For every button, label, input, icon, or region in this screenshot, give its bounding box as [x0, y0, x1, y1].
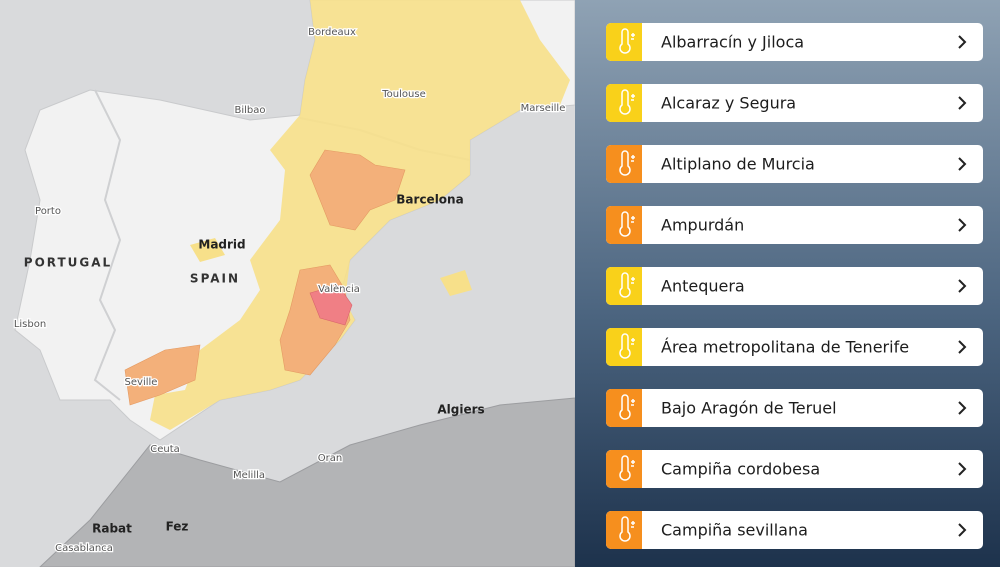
map-label: Algiers: [437, 403, 484, 417]
chevron: [958, 279, 967, 293]
alert-name: Ampurdán: [661, 216, 744, 235]
level-icon: [606, 389, 642, 427]
level-icon: [606, 145, 642, 183]
thermometer-icon: [619, 150, 635, 176]
item-card[interactable]: [606, 23, 983, 61]
item-card[interactable]: [606, 511, 983, 549]
thermometer-icon: [619, 516, 635, 542]
chevron: [958, 462, 967, 476]
level-icon: [606, 450, 642, 488]
alert-item[interactable]: Alcaraz y Segura: [606, 84, 983, 122]
alert-item[interactable]: Área metropolitana de Tenerife: [606, 328, 983, 366]
alert-name: Bajo Aragón de Teruel: [661, 399, 837, 418]
alert-name: Área metropolitana de Tenerife: [661, 338, 909, 357]
map-label: Melilla: [233, 470, 265, 481]
thermometer-icon: [619, 272, 635, 298]
thermometer-icon: [619, 455, 635, 481]
alert-area-red: [309, 284, 353, 326]
thermometer-icon: [619, 394, 635, 420]
map-label: València: [318, 283, 360, 295]
thermometer-icon: [619, 28, 635, 54]
alert-area-yellow: [440, 270, 472, 296]
level-icon: [606, 23, 642, 61]
thermometer-icon: [619, 333, 635, 359]
chevron: [958, 96, 967, 110]
item-card[interactable]: [606, 267, 983, 305]
alert-name: Campiña sevillana: [661, 521, 808, 540]
map[interactable]: Bordeaux Toulouse Marseille Bilbao Barcelona…: [0, 0, 575, 567]
map-label: Madrid: [198, 238, 245, 252]
map-label: Porto: [35, 206, 61, 217]
alert-item[interactable]: Albarracín y Jiloca: [606, 23, 983, 61]
alert-area-yellow: [190, 238, 225, 262]
item-card[interactable]: [606, 206, 983, 244]
item-card[interactable]: [606, 450, 983, 488]
map-label: Ceuta: [150, 444, 180, 455]
map-label: Rabat: [92, 522, 132, 536]
alert-item[interactable]: Campiña cordobesa: [606, 450, 983, 488]
alert-item[interactable]: Altiplano de Murcia: [606, 145, 983, 183]
map-label: Seville: [125, 377, 158, 388]
map-label: Bordeaux: [308, 27, 356, 38]
thermometer-icon: [619, 89, 635, 115]
alert-name: Alcaraz y Segura: [661, 94, 796, 113]
chevron: [958, 157, 967, 171]
level-icon: [606, 328, 642, 366]
alert-item[interactable]: Campiña sevillana: [606, 511, 983, 549]
map-label: Marseille: [521, 103, 566, 114]
alert-item[interactable]: Antequera: [606, 267, 983, 305]
thermometer-icon: [619, 211, 635, 237]
alert-name: Campiña cordobesa: [661, 460, 820, 479]
item-card[interactable]: [606, 84, 983, 122]
alert-name: Albarracín y Jiloca: [661, 33, 804, 52]
map-label: Barcelona: [396, 193, 463, 207]
africa: [39, 397, 575, 567]
item-card[interactable]: [606, 145, 983, 183]
level-icon: [606, 511, 642, 549]
map-label: Toulouse: [381, 89, 425, 100]
level-icon: [606, 267, 642, 305]
alert-area-orange: [309, 149, 406, 231]
alert-item[interactable]: Ampurdán: [606, 206, 983, 244]
map-label: SPAIN: [190, 272, 240, 286]
chevron: [958, 35, 967, 49]
map-label: Oran: [318, 453, 342, 464]
item-card[interactable]: [606, 328, 983, 366]
chevron: [958, 523, 967, 537]
alert-name: Antequera: [661, 277, 745, 296]
map-label: PORTUGAL: [24, 256, 112, 270]
map-label: Fez: [166, 520, 189, 534]
map-label: Casablanca: [55, 543, 113, 554]
alert-area-orange: [124, 344, 201, 406]
item-card[interactable]: [606, 389, 983, 427]
level-icon: [606, 84, 642, 122]
level-icon: [606, 206, 642, 244]
chevron: [958, 340, 967, 354]
alert-name: Altiplano de Murcia: [661, 155, 815, 174]
map-label: Bilbao: [234, 105, 265, 116]
map-label: Lisbon: [14, 319, 46, 330]
alert-list: Albarracín y Jiloca Alcaraz y Segura Altip…: [606, 23, 983, 549]
chevron: [958, 218, 967, 232]
alert-item[interactable]: Bajo Aragón de Teruel: [606, 389, 983, 427]
chevron: [958, 401, 967, 415]
